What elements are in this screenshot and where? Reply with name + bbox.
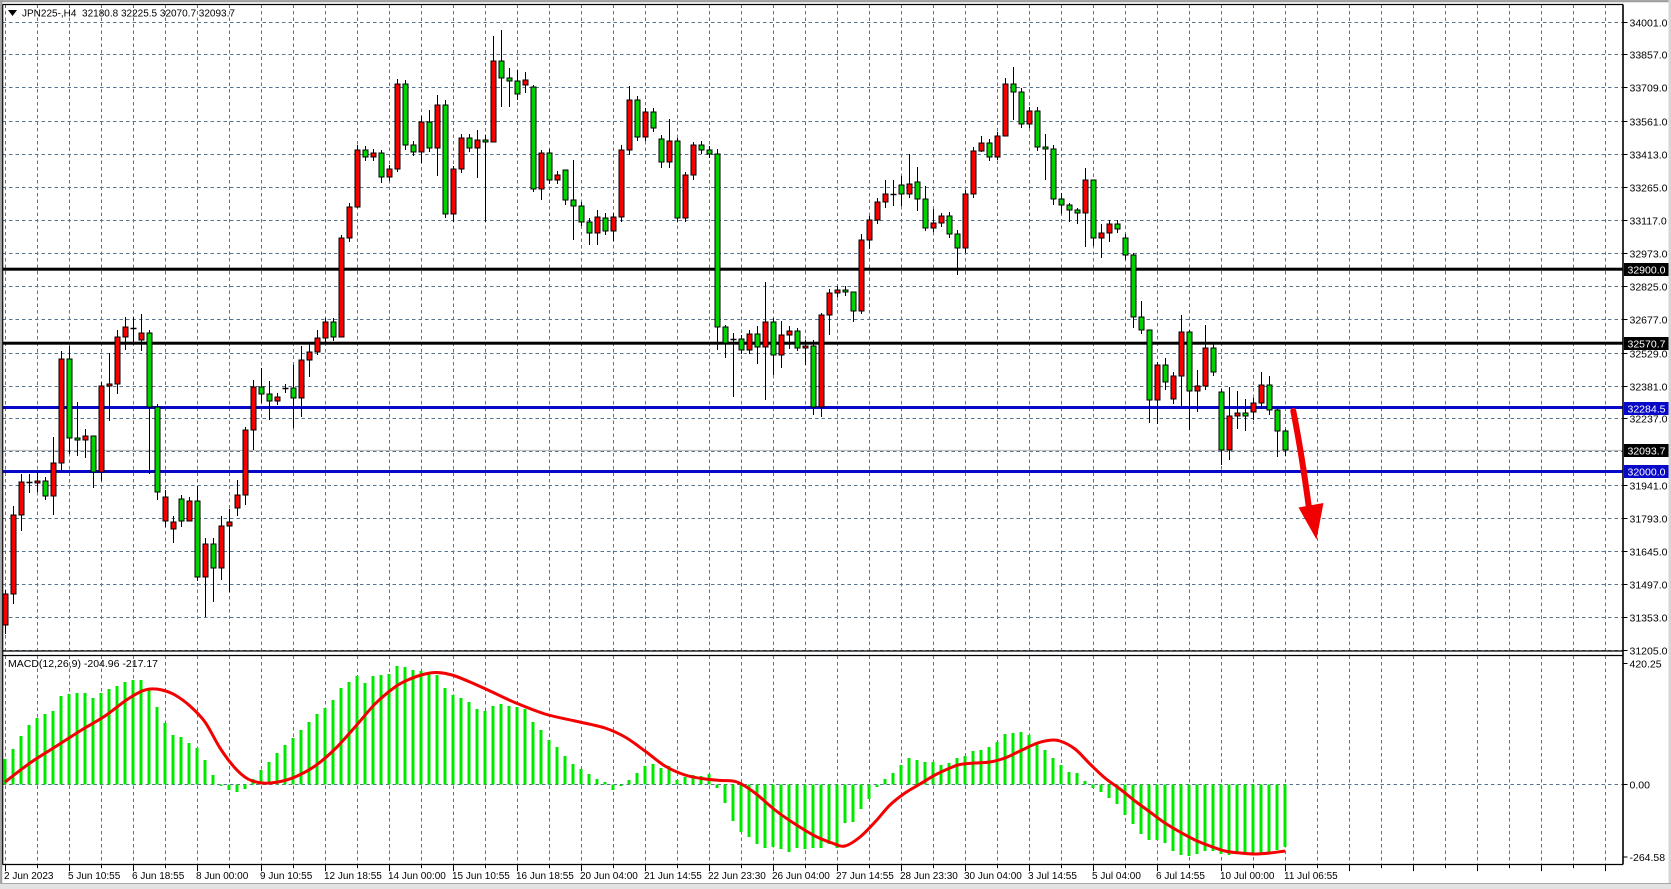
svg-text:33857.0: 33857.0	[1630, 50, 1668, 62]
svg-text:32284.5: 32284.5	[1628, 404, 1666, 416]
svg-text:32825.0: 32825.0	[1630, 282, 1668, 294]
svg-text:JPN225-,H4 32180.8 32225.5 32: JPN225-,H4 32180.8 32225.5 32070.7 32093…	[22, 9, 235, 20]
svg-text:22 Jun 23:30: 22 Jun 23:30	[708, 871, 766, 882]
svg-text:32381.0: 32381.0	[1630, 382, 1668, 394]
svg-text:6 Jul 14:55: 6 Jul 14:55	[1156, 871, 1205, 882]
svg-text:11 Jul 06:55: 11 Jul 06:55	[1284, 871, 1338, 882]
svg-text:-264.58: -264.58	[1630, 852, 1666, 864]
svg-text:5 Jun 10:55: 5 Jun 10:55	[68, 871, 121, 882]
svg-text:26 Jun 04:00: 26 Jun 04:00	[772, 871, 830, 882]
svg-text:15 Jun 10:55: 15 Jun 10:55	[452, 871, 510, 882]
svg-text:33265.0: 33265.0	[1630, 183, 1668, 195]
svg-text:31645.0: 31645.0	[1630, 547, 1668, 559]
svg-text:32093.7: 32093.7	[1628, 446, 1666, 458]
svg-text:6 Jun 18:55: 6 Jun 18:55	[132, 871, 185, 882]
svg-text:12 Jun 18:55: 12 Jun 18:55	[324, 871, 382, 882]
svg-text:3 Jul 14:55: 3 Jul 14:55	[1028, 871, 1077, 882]
svg-text:31205.0: 31205.0	[1630, 646, 1668, 658]
svg-text:32973.0: 32973.0	[1630, 249, 1668, 261]
svg-text:33561.0: 33561.0	[1630, 117, 1668, 129]
svg-text:MACD(12,26,9) -204.96 -217.17: MACD(12,26,9) -204.96 -217.17	[8, 658, 158, 670]
svg-text:10 Jul 00:00: 10 Jul 00:00	[1220, 871, 1275, 882]
svg-text:33709.0: 33709.0	[1630, 83, 1668, 95]
svg-text:32237.0: 32237.0	[1630, 414, 1668, 426]
svg-text:32570.7: 32570.7	[1628, 339, 1666, 351]
svg-text:27 Jun 14:55: 27 Jun 14:55	[836, 871, 894, 882]
svg-text:31941.0: 31941.0	[1630, 481, 1668, 493]
svg-text:21 Jun 14:55: 21 Jun 14:55	[644, 871, 702, 882]
svg-text:5 Jul 04:00: 5 Jul 04:00	[1092, 871, 1141, 882]
svg-text:2 Jun 2023: 2 Jun 2023	[4, 871, 54, 882]
svg-text:420.25: 420.25	[1630, 659, 1662, 671]
svg-text:33117.0: 33117.0	[1630, 216, 1667, 228]
svg-text:14 Jun 00:00: 14 Jun 00:00	[388, 871, 446, 882]
svg-text:30 Jun 04:00: 30 Jun 04:00	[964, 871, 1022, 882]
svg-text:32900.0: 32900.0	[1628, 265, 1666, 277]
svg-text:8 Jun 00:00: 8 Jun 00:00	[196, 871, 249, 882]
svg-text:31793.0: 31793.0	[1630, 514, 1668, 526]
svg-text:31353.0: 31353.0	[1630, 613, 1668, 625]
svg-text:28 Jun 23:30: 28 Jun 23:30	[900, 871, 958, 882]
svg-text:16 Jun 18:55: 16 Jun 18:55	[516, 871, 574, 882]
svg-text:20 Jun 04:00: 20 Jun 04:00	[580, 871, 638, 882]
svg-text:33413.0: 33413.0	[1630, 150, 1668, 162]
svg-text:32677.0: 32677.0	[1630, 315, 1668, 327]
svg-text:32000.0: 32000.0	[1628, 467, 1666, 479]
svg-text:34001.0: 34001.0	[1630, 18, 1668, 30]
svg-text:9 Jun 10:55: 9 Jun 10:55	[260, 871, 313, 882]
svg-text:31497.0: 31497.0	[1630, 580, 1668, 592]
svg-text:0.00: 0.00	[1630, 780, 1651, 792]
svg-text:32529.0: 32529.0	[1630, 349, 1668, 361]
